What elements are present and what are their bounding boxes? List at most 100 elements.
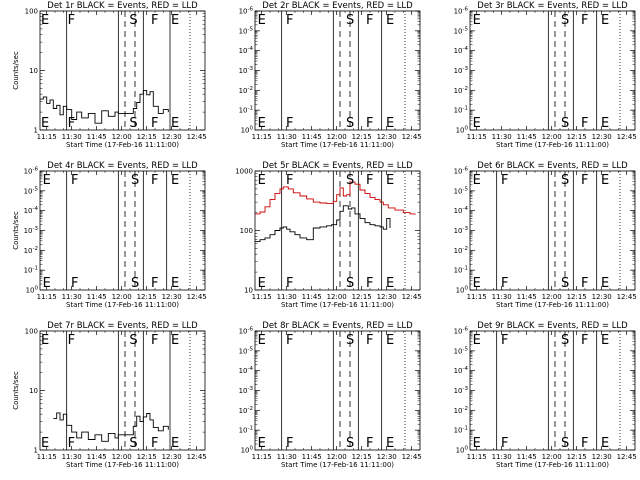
marker-label-top: F bbox=[68, 13, 75, 28]
y-tick-label: 10-4 bbox=[454, 206, 469, 215]
y-tick-label: 10-6 bbox=[239, 327, 254, 336]
marker-label-top: E bbox=[171, 333, 179, 348]
x-axis-label: Start Time (17-Feb-16 11:11:00) bbox=[66, 141, 179, 149]
marker-label-bottom: E bbox=[601, 436, 609, 451]
plot-frame bbox=[39, 10, 206, 131]
marker-label-bottom: S bbox=[131, 276, 139, 291]
y-tick-label: 100 bbox=[25, 8, 38, 16]
series-line-2 bbox=[255, 205, 391, 243]
y-tick-label: 10-5 bbox=[454, 346, 469, 355]
y-tick-label: 10-6 bbox=[24, 167, 39, 176]
y-tick-label: 10-2 bbox=[454, 406, 468, 415]
y-tick-label: 10-2 bbox=[239, 406, 253, 415]
y-tick-label: 10-1 bbox=[454, 426, 468, 435]
x-tick-label: 12:00 bbox=[112, 453, 132, 461]
x-tick-label: 11:45 bbox=[87, 133, 107, 141]
panel-det-9: Det 9r BLACK = Events, RED = LLD 100 10-1 1… bbox=[454, 321, 637, 469]
y-tick-label: 10-3 bbox=[454, 66, 469, 75]
y-tick-label: 10-2 bbox=[454, 246, 468, 255]
x-tick-label: 12:45 bbox=[187, 453, 207, 461]
y-tick-label: 10-3 bbox=[454, 386, 469, 395]
marker-label-bottom: E bbox=[473, 116, 481, 131]
marker-label-top: F bbox=[71, 173, 78, 188]
x-tick-label: 12:15 bbox=[352, 133, 372, 141]
y-tick-label: 10-6 bbox=[454, 327, 469, 336]
marker-label-top: F bbox=[151, 333, 158, 348]
x-tick-label: 11:30 bbox=[277, 453, 297, 461]
marker-label-bottom: F bbox=[581, 276, 588, 291]
plot-frame bbox=[39, 170, 206, 291]
x-tick-label: 12:00 bbox=[112, 293, 132, 301]
y-tick-label: 10-5 bbox=[239, 346, 254, 355]
x-tick-label: 12:15 bbox=[137, 293, 157, 301]
marker-label-top: S bbox=[346, 173, 354, 188]
marker-label-top: S bbox=[346, 13, 354, 28]
panel-det-2: Det 2r BLACK = Events, RED = LLD 100 10-1 1… bbox=[239, 1, 422, 149]
y-tick-label: 10-1 bbox=[454, 266, 468, 275]
marker-label-bottom: F bbox=[68, 116, 75, 131]
x-tick-label: 12:15 bbox=[137, 133, 157, 141]
marker-label-top: F bbox=[366, 13, 373, 28]
marker-label-bottom: F bbox=[151, 276, 158, 291]
x-tick-label: 12:15 bbox=[352, 293, 372, 301]
y-axis-label: Counts/sec bbox=[12, 371, 20, 410]
x-tick-label: 11:15 bbox=[467, 453, 487, 461]
marker-label-bottom: E bbox=[258, 116, 266, 131]
plot-frame bbox=[254, 330, 421, 451]
x-axis-label: Start Time (17-Feb-16 11:11:00) bbox=[496, 301, 609, 309]
x-tick-label: 12:45 bbox=[617, 133, 637, 141]
x-axis-label: Start Time (17-Feb-16 11:11:00) bbox=[281, 141, 394, 149]
x-tick-label: 11:15 bbox=[37, 453, 57, 461]
marker-label-top: F bbox=[501, 173, 508, 188]
panel-title: Det 3r BLACK = Events, RED = LLD bbox=[477, 1, 628, 11]
marker-label-top: S bbox=[129, 13, 137, 28]
marker-label-bottom: S bbox=[346, 276, 354, 291]
marker-label-bottom: E bbox=[171, 436, 179, 451]
y-tick-label: 100 bbox=[241, 446, 254, 455]
marker-label-top: E bbox=[601, 333, 609, 348]
marker-label-top: E bbox=[258, 173, 266, 188]
x-tick-label: 12:30 bbox=[162, 293, 182, 301]
marker-label-top: F bbox=[366, 333, 373, 348]
marker-label-bottom: S bbox=[346, 116, 354, 131]
y-tick-label: 10-3 bbox=[24, 226, 39, 235]
marker-label-top: F bbox=[286, 13, 293, 28]
x-tick-label: 12:15 bbox=[567, 133, 587, 141]
marker-label-bottom: F bbox=[366, 436, 373, 451]
x-tick-label: 12:45 bbox=[402, 293, 422, 301]
y-tick-label: 10-5 bbox=[24, 186, 39, 195]
marker-label-bottom: E bbox=[171, 276, 179, 291]
x-tick-label: 12:00 bbox=[112, 133, 132, 141]
marker-label-top: E bbox=[258, 13, 266, 28]
y-tick-label: 10-3 bbox=[239, 386, 254, 395]
x-axis-label: Start Time (17-Feb-16 11:11:00) bbox=[281, 301, 394, 309]
marker-label-top: F bbox=[286, 173, 293, 188]
series-line-1 bbox=[40, 90, 169, 124]
y-tick-label: 10-1 bbox=[239, 426, 253, 435]
x-tick-label: 12:15 bbox=[567, 453, 587, 461]
x-tick-label: 11:15 bbox=[467, 293, 487, 301]
y-tick-label: 10-5 bbox=[454, 26, 469, 35]
marker-label-top: S bbox=[561, 13, 569, 28]
panel-det-4: Det 4r BLACK = Events, RED = LLD 100 10-1 1… bbox=[12, 161, 207, 309]
x-tick-label: 11:45 bbox=[517, 453, 537, 461]
marker-label-bottom: E bbox=[473, 436, 481, 451]
marker-label-bottom: E bbox=[386, 436, 394, 451]
panel-det-5: Det 5r BLACK = Events, RED = LLD 10 100 100… bbox=[235, 161, 422, 309]
marker-label-top: S bbox=[561, 173, 569, 188]
y-tick-label: 10-1 bbox=[24, 266, 38, 275]
panel-title: Det 4r BLACK = Events, RED = LLD bbox=[47, 161, 198, 171]
y-tick-label: 10 bbox=[29, 67, 38, 75]
marker-label-bottom: E bbox=[386, 276, 394, 291]
y-tick-label: 10-1 bbox=[239, 106, 253, 115]
y-tick-label: 100 bbox=[25, 328, 38, 336]
marker-label-top: E bbox=[601, 13, 609, 28]
x-tick-label: 12:30 bbox=[377, 293, 397, 301]
marker-label-top: E bbox=[473, 333, 481, 348]
x-tick-label: 11:15 bbox=[252, 133, 272, 141]
marker-label-bottom: S bbox=[129, 436, 137, 451]
x-tick-label: 12:00 bbox=[327, 293, 347, 301]
plot-frame bbox=[254, 10, 421, 131]
marker-label-top: E bbox=[43, 173, 51, 188]
